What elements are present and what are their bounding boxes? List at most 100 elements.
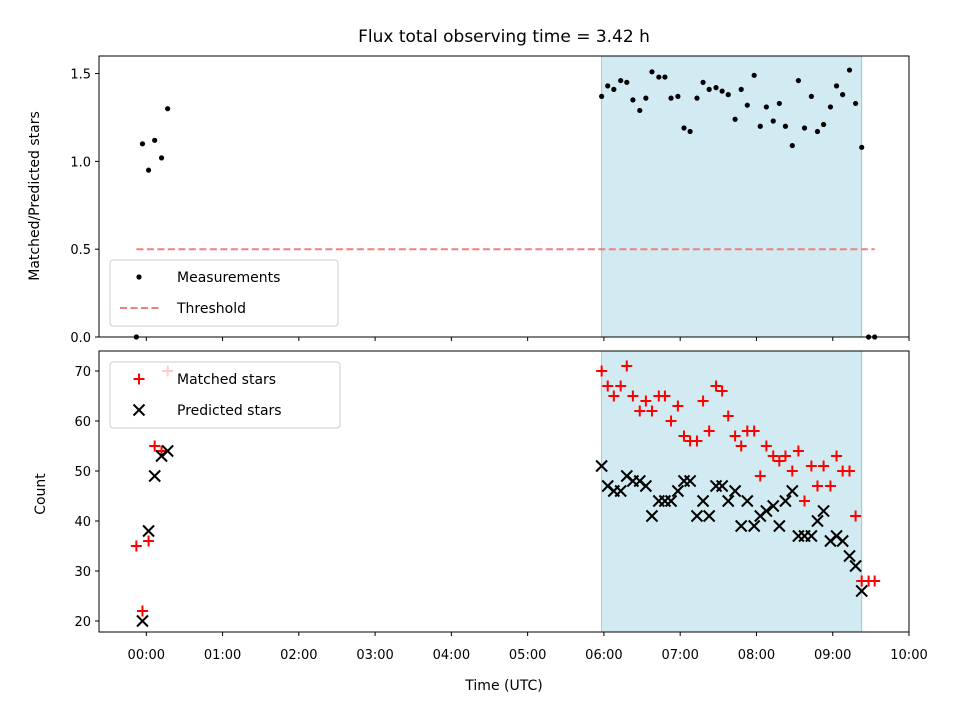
measurement-point [732, 116, 738, 122]
matched-star-point [697, 395, 709, 407]
measurement-point [139, 141, 146, 147]
chart-title: Flux total observing time = 3.42 h [358, 27, 650, 47]
legend-predicted-swatch [132, 403, 146, 417]
matched-star-point [869, 575, 881, 587]
x-tick-label: 07:00 [661, 648, 698, 663]
predicted-star-point [142, 524, 155, 538]
measurement-point [630, 97, 636, 103]
predicted-star-point [702, 509, 716, 523]
measurement-point [675, 93, 681, 99]
y-tick-label: 70 [74, 365, 91, 380]
measurement-point [763, 104, 769, 110]
measurement-point [643, 95, 649, 101]
predicted-star-point [779, 494, 792, 508]
matched-star-point [818, 460, 830, 472]
predicted-star-point [664, 494, 678, 508]
measurement-point [859, 144, 865, 150]
matched-star-point [722, 410, 734, 422]
matched-star-point [779, 450, 791, 462]
legend-box [109, 259, 339, 327]
measurement-point [808, 93, 814, 99]
measurement-point [611, 86, 617, 92]
matched-star-point [767, 450, 779, 462]
measurement-point [599, 93, 605, 99]
predicted-star-point [773, 519, 786, 533]
matched-star-point [665, 415, 677, 427]
matched-star-point [130, 540, 142, 552]
predicted-star-point [843, 549, 856, 563]
measurement-point [789, 142, 795, 149]
x-tick-label: 02:00 [280, 648, 317, 663]
legend-box [109, 361, 341, 429]
predicted-star-point [696, 494, 710, 508]
matched-star-point [850, 510, 862, 522]
measurement-point [624, 79, 630, 85]
y-tick-label: 20 [74, 615, 91, 630]
matched-star-point [716, 385, 728, 397]
measurement-point [719, 88, 725, 94]
x-tick-label: 08:00 [738, 648, 775, 663]
matched-star-point [844, 465, 856, 477]
top-y-axis-label: Matched/Predicted stars [27, 111, 43, 281]
measurement-point [605, 83, 611, 89]
predicted-star-point [722, 494, 735, 508]
axes-frame [98, 55, 910, 338]
matched-star-point [691, 435, 703, 447]
x-tick-label: 10:00 [890, 648, 927, 663]
x-tick-label: 01:00 [204, 648, 241, 663]
matched-star-point [735, 440, 747, 452]
observing-window-shade [601, 55, 863, 338]
matched-star-point [634, 405, 646, 417]
measurement-point [618, 77, 624, 84]
y-tick-label: 1.0 [70, 155, 91, 170]
predicted-star-point [645, 509, 659, 523]
legend-label: Predicted stars [177, 403, 282, 419]
matched-star-point [608, 390, 620, 402]
measurement-point [656, 74, 662, 80]
bottom-y-axis-label: Count [33, 473, 49, 515]
measurement-point [751, 72, 757, 78]
matched-star-point [136, 605, 148, 617]
predicted-star-point [734, 519, 748, 533]
measurement-point [840, 92, 846, 98]
measurement-point [827, 104, 834, 110]
predicted-star-point [148, 469, 161, 483]
x-tick-label: 00:00 [128, 648, 165, 663]
predicted-star-point [836, 534, 849, 548]
y-tick-label: 30 [74, 565, 91, 580]
legend-matched-swatch [133, 373, 145, 385]
matched-star-point [646, 405, 658, 417]
predicted-star-point [805, 529, 818, 543]
predicted-star-point [690, 509, 704, 523]
predicted-star-point [715, 479, 729, 493]
y-tick-label: 40 [74, 515, 91, 530]
x-tick-label: 03:00 [356, 648, 393, 663]
predicted-star-point [855, 584, 868, 598]
matched-star-point [773, 455, 785, 467]
x-tick-label: 04:00 [433, 648, 470, 663]
matched-star-point [615, 380, 627, 392]
predicted-star-point [849, 559, 862, 573]
measurement-point [744, 102, 750, 108]
measurement-point [814, 128, 821, 135]
measurement-point [706, 86, 712, 92]
predicted-star-point [161, 444, 174, 458]
measurement-point [757, 123, 763, 129]
legend-label: Threshold [176, 301, 246, 317]
x-tick-label: 05:00 [509, 648, 546, 663]
measurement-point [846, 67, 853, 73]
predicted-star-point [671, 484, 685, 498]
predicted-star-point [639, 479, 653, 493]
predicted-star-point [786, 484, 799, 498]
measurement-point [725, 92, 731, 98]
measurement-point [853, 100, 859, 107]
matched-star-point [143, 535, 155, 547]
predicted-star-point [136, 614, 149, 628]
measurement-point [795, 77, 802, 84]
matched-star-point [805, 460, 817, 472]
predicted-star-point [760, 504, 773, 518]
y-tick-label: 0.5 [70, 243, 91, 258]
legend-label: Matched stars [177, 372, 276, 388]
predicted-star-point [817, 504, 830, 518]
matched-star-point [748, 425, 760, 437]
